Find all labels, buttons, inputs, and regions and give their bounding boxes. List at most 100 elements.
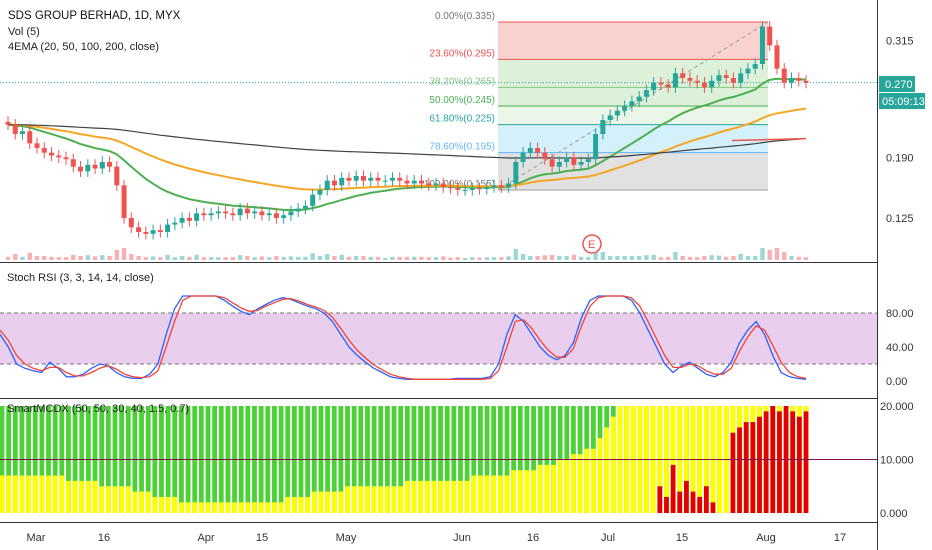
- candle[interactable]: [709, 80, 715, 88]
- candle[interactable]: [63, 157, 69, 160]
- candle[interactable]: [397, 177, 403, 181]
- candle[interactable]: [324, 180, 330, 190]
- candle[interactable]: [701, 82, 707, 88]
- candle[interactable]: [614, 110, 620, 116]
- candle[interactable]: [411, 180, 417, 184]
- candle[interactable]: [665, 84, 671, 88]
- candle[interactable]: [462, 190, 468, 191]
- candle[interactable]: [477, 188, 483, 190]
- candle[interactable]: [419, 180, 425, 184]
- candle[interactable]: [651, 82, 657, 91]
- candle[interactable]: [92, 164, 98, 169]
- candle[interactable]: [12, 124, 18, 134]
- candle[interactable]: [484, 187, 490, 190]
- candle[interactable]: [607, 115, 613, 120]
- candle[interactable]: [27, 131, 33, 144]
- candle[interactable]: [273, 213, 279, 218]
- candle[interactable]: [672, 73, 678, 88]
- candle[interactable]: [694, 80, 700, 83]
- candle[interactable]: [738, 73, 744, 83]
- candle[interactable]: [70, 159, 76, 167]
- candle[interactable]: [114, 166, 120, 186]
- candle[interactable]: [223, 211, 229, 214]
- candle[interactable]: [622, 106, 628, 111]
- candle[interactable]: [172, 222, 178, 225]
- candle[interactable]: [288, 211, 294, 216]
- candle[interactable]: [85, 164, 91, 172]
- candle[interactable]: [781, 68, 787, 83]
- fibonacci-retracement[interactable]: 0.00%(0.335) 23.60%(0.295) 38.20%(0.265) 50…: [424, 11, 769, 191]
- candle[interactable]: [716, 75, 722, 81]
- candle[interactable]: [752, 64, 758, 69]
- candle[interactable]: [150, 230, 156, 234]
- candle[interactable]: [20, 131, 26, 134]
- candle[interactable]: [230, 213, 236, 216]
- candle[interactable]: [143, 232, 149, 234]
- candle[interactable]: [34, 143, 40, 148]
- candle[interactable]: [310, 194, 316, 206]
- candle[interactable]: [136, 227, 142, 232]
- candle[interactable]: [469, 188, 475, 190]
- candle[interactable]: [295, 208, 301, 212]
- candle[interactable]: [244, 208, 250, 214]
- candle[interactable]: [520, 152, 526, 162]
- candle[interactable]: [360, 176, 366, 181]
- candle[interactable]: [745, 68, 751, 74]
- candle[interactable]: [585, 159, 591, 162]
- candle[interactable]: [375, 177, 381, 181]
- candle[interactable]: [578, 162, 584, 165]
- candle[interactable]: [498, 185, 504, 188]
- candle[interactable]: [41, 148, 47, 153]
- candle[interactable]: [556, 162, 562, 167]
- candle[interactable]: [389, 177, 395, 181]
- candle[interactable]: [506, 183, 512, 188]
- candle[interactable]: [723, 75, 729, 78]
- candle[interactable]: [448, 187, 454, 189]
- candle[interactable]: [78, 166, 84, 172]
- candle[interactable]: [600, 120, 606, 134]
- candle[interactable]: [5, 121, 11, 125]
- candle[interactable]: [266, 213, 272, 216]
- candle[interactable]: [759, 26, 765, 65]
- candle[interactable]: [796, 78, 802, 81]
- candle[interactable]: [215, 211, 221, 214]
- candle[interactable]: [687, 78, 693, 81]
- candle[interactable]: [513, 162, 519, 184]
- candle[interactable]: [317, 190, 323, 195]
- candle[interactable]: [49, 152, 55, 156]
- candle[interactable]: [767, 26, 773, 46]
- candle[interactable]: [382, 180, 388, 182]
- candle[interactable]: [426, 183, 432, 186]
- candle[interactable]: [629, 101, 635, 106]
- candle[interactable]: [259, 211, 265, 216]
- candle[interactable]: [535, 148, 541, 153]
- candle[interactable]: [571, 157, 577, 165]
- candle[interactable]: [636, 96, 642, 102]
- candle[interactable]: [491, 185, 497, 188]
- candle[interactable]: [643, 90, 649, 97]
- candle[interactable]: [527, 148, 533, 153]
- candle[interactable]: [186, 218, 192, 221]
- candle[interactable]: [281, 215, 287, 218]
- candle[interactable]: [658, 82, 664, 85]
- candle[interactable]: [788, 78, 794, 83]
- candle[interactable]: [252, 211, 258, 214]
- candle[interactable]: [302, 205, 308, 209]
- candle[interactable]: [368, 177, 374, 181]
- candle[interactable]: [433, 183, 439, 186]
- candle[interactable]: [331, 180, 337, 186]
- candle[interactable]: [803, 80, 809, 83]
- candle[interactable]: [208, 213, 214, 216]
- candle[interactable]: [564, 157, 570, 162]
- candle[interactable]: [440, 183, 446, 188]
- candle[interactable]: [455, 188, 461, 190]
- candle[interactable]: [730, 78, 736, 83]
- candle[interactable]: [165, 224, 171, 232]
- candle[interactable]: [201, 213, 207, 216]
- candle[interactable]: [549, 159, 555, 167]
- candle[interactable]: [404, 180, 410, 184]
- candle[interactable]: [157, 230, 163, 232]
- candle[interactable]: [680, 73, 686, 78]
- candle[interactable]: [194, 213, 200, 221]
- candle[interactable]: [107, 162, 113, 167]
